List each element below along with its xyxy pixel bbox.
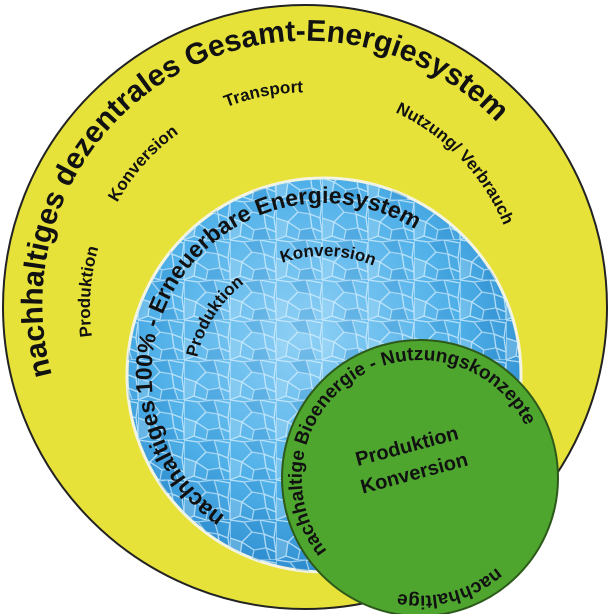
inner-circle (281, 339, 559, 614)
